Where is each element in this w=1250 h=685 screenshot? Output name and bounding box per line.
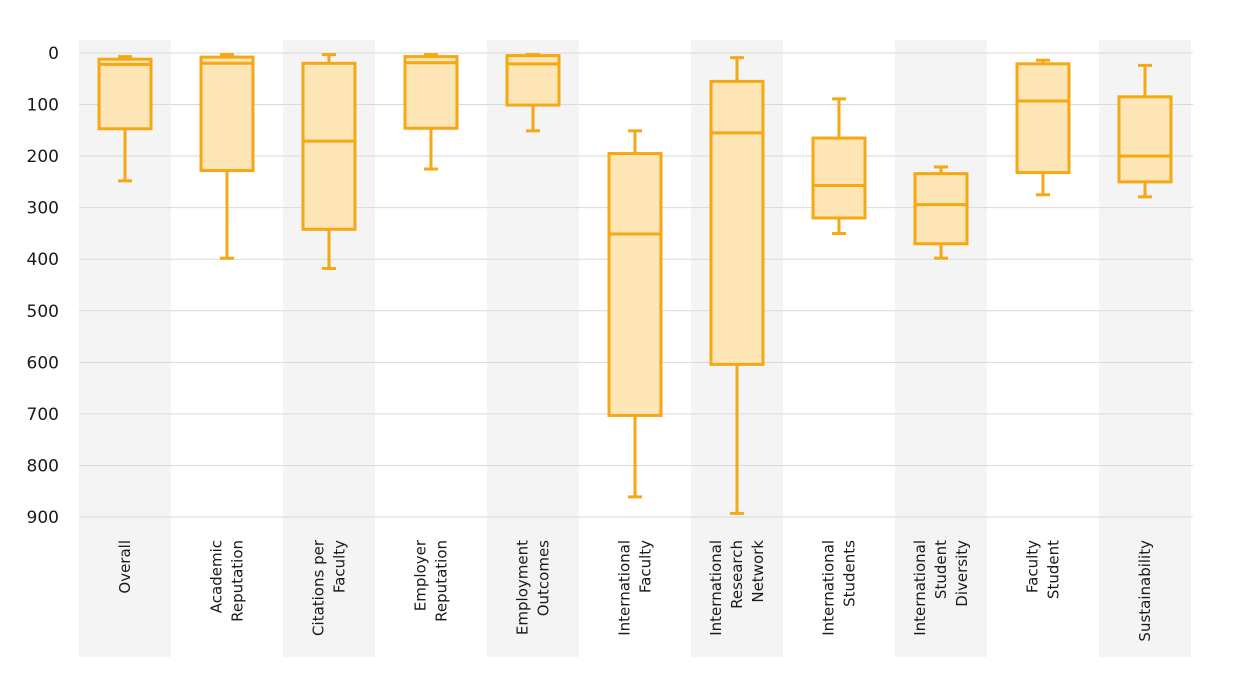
box-iqr (97, 57, 153, 131)
x-category-label-line: Employment (514, 540, 532, 635)
box-group (97, 55, 153, 183)
y-tick-label: 800 (27, 456, 59, 476)
x-category-label-line: Reputation (433, 540, 451, 622)
category-band (487, 40, 579, 657)
box-group (403, 53, 459, 171)
y-tick-label: 200 (27, 147, 59, 167)
x-category-label-line: Faculty (637, 540, 655, 593)
y-tick-label: 300 (27, 199, 59, 219)
box-group (301, 53, 357, 271)
x-category-label-line: Reputation (229, 540, 247, 622)
y-tick-label: 900 (27, 508, 59, 528)
box-group (709, 56, 765, 515)
box-iqr (1117, 95, 1173, 184)
x-category-label-line: Student (1045, 540, 1063, 599)
box-iqr (301, 61, 357, 231)
x-category-label-line: Diversity (953, 540, 971, 607)
box-group (199, 53, 255, 260)
x-category-label: Overall (116, 540, 134, 594)
x-axis-category-labels: Overall Academic Reputation Citations per Fa… (116, 539, 1154, 641)
box-group (811, 97, 867, 235)
box-group (505, 53, 561, 133)
x-category-label-line: International (911, 540, 929, 636)
x-category-label-line: Student (932, 540, 950, 599)
box-iqr (403, 55, 459, 130)
x-category-label: Citations per Faculty (310, 539, 349, 636)
x-category-label: Employer Reputation (412, 539, 451, 622)
box-group (607, 129, 663, 499)
y-axis-tick-labels: 0 100 200 300 400 500 600 700 800 900 (27, 44, 59, 528)
y-tick-label: 600 (27, 353, 59, 373)
x-category-label: International Student Diversity (911, 540, 971, 636)
box-iqr (913, 172, 969, 246)
y-tick-label: 100 (27, 96, 59, 116)
x-category-label-line: International (820, 540, 838, 636)
x-category-label: International Faculty (616, 540, 655, 636)
y-tick-label: 500 (27, 302, 59, 322)
box-iqr (1015, 62, 1071, 175)
y-tick-label: 700 (27, 405, 59, 425)
box-iqr (709, 79, 765, 366)
box-iqr (607, 152, 663, 417)
x-category-label: Sustainability (1136, 540, 1154, 642)
x-category-label-line: Overall (116, 540, 134, 594)
x-category-label-line: Citations per (310, 539, 328, 636)
box-iqr (811, 136, 867, 220)
box-group (1117, 63, 1173, 199)
x-category-label-line: Outcomes (535, 540, 553, 616)
x-category-label-line: International (616, 540, 634, 636)
x-category-label-line: Academic (208, 540, 226, 613)
x-category-label: Academic Reputation (208, 540, 247, 622)
x-category-label: Faculty Student (1024, 540, 1063, 599)
x-category-label-line: Faculty (331, 540, 349, 593)
y-tick-label: 0 (48, 44, 59, 64)
x-category-label-line: Network (749, 540, 767, 603)
x-category-label-line: Research (728, 540, 746, 609)
box-group (1015, 58, 1071, 197)
y-tick-label: 400 (27, 250, 59, 270)
x-category-label-line: Faculty (1024, 540, 1042, 593)
category-band (895, 40, 987, 657)
x-category-label-line: Sustainability (1136, 540, 1154, 642)
box-iqr (199, 55, 255, 173)
x-category-label-line: Students (841, 540, 859, 607)
box-group (913, 165, 969, 260)
x-category-label-line: Employer (412, 539, 430, 611)
x-category-label: International Students (820, 540, 859, 636)
boxes (97, 53, 1173, 515)
x-category-label: International Research Network (707, 540, 767, 636)
x-category-label-line: International (707, 540, 725, 636)
x-category-label: Employment Outcomes (514, 540, 553, 635)
